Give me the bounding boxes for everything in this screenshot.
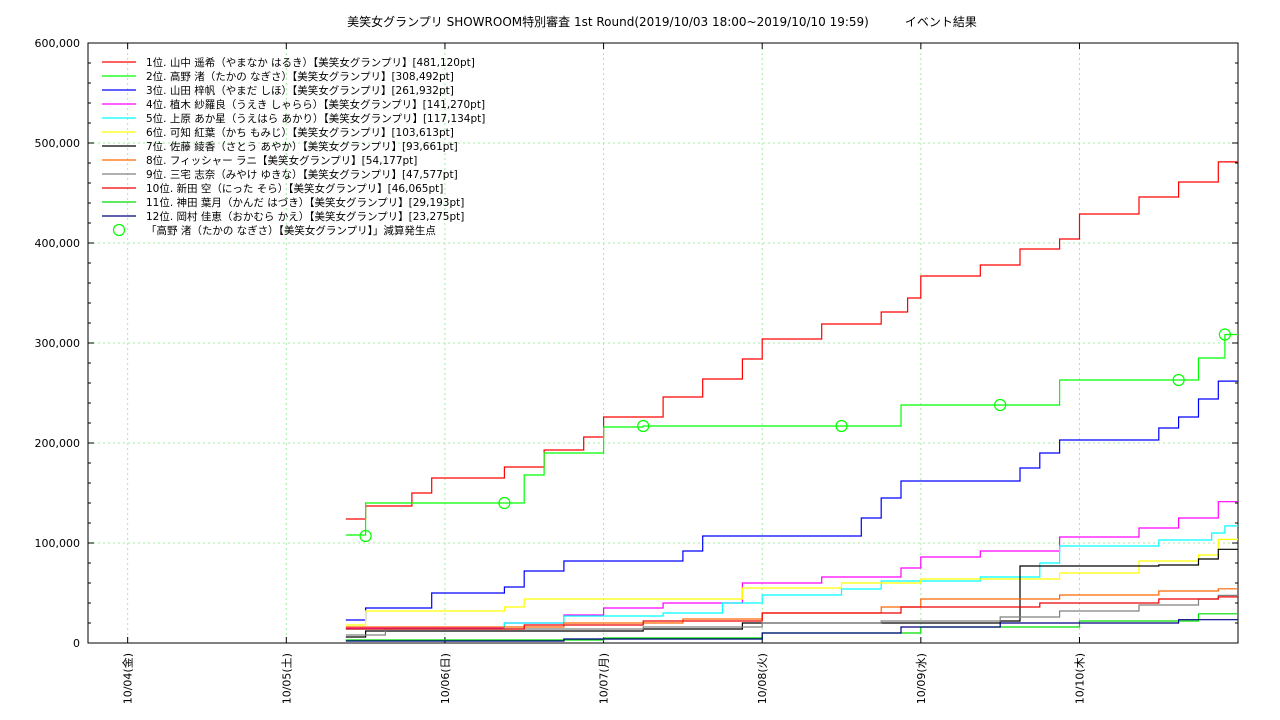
y-tick-label: 500,000 <box>35 137 81 150</box>
y-tick-label: 300,000 <box>35 337 81 350</box>
legend-label: 3位. 山田 梓帆（やまだ しほ）【美笑女グランプリ】[261,932pt] <box>146 84 454 97</box>
legend-label: 11位. 神田 葉月（かんだ はづき）【美笑女グランプリ】[29,193pt] <box>146 196 464 209</box>
chart-title: 美笑女グランプリ SHOWROOM特別審査 1st Round(2019/10/… <box>347 14 977 29</box>
legend-marker-swatch <box>112 223 126 237</box>
series-line-12 <box>345 619 1238 642</box>
legend-label: 10位. 新田 空（にった そら）【美笑女グランプリ】[46,065pt] <box>146 182 443 195</box>
x-tick-label: 10/07(月) <box>598 653 611 704</box>
deduction-marker <box>994 398 1007 412</box>
deduction-marker <box>1172 373 1185 387</box>
series-line-4 <box>345 501 1238 629</box>
legend-label: 1位. 山中 遥希（やまなか はるき）【美笑女グランプリ】[481,120pt] <box>146 56 475 69</box>
legend-label: 9位. 三宅 志奈（みやけ ゆきな）【美笑女グランプリ】[47,577pt] <box>146 168 458 181</box>
series-layer <box>345 161 1238 642</box>
y-tick-label: 200,000 <box>35 437 81 450</box>
deduction-marker <box>359 529 372 543</box>
legend-marker-label: 「高野 渚（たかの なぎさ）【美笑女グランプリ】」減算発生点 <box>146 224 436 237</box>
deduction-marker <box>1218 328 1231 341</box>
marker-layer <box>359 328 1231 543</box>
series-line-5 <box>345 525 1238 630</box>
x-tick-label: 10/04(金) <box>121 653 135 704</box>
legend-label: 7位. 佐藤 綾香（さとう あやか）【美笑女グランプリ】[93,661pt] <box>146 140 458 153</box>
deduction-marker <box>637 419 650 433</box>
legend-label: 4位. 植木 紗羅良（うえき しゃらら）【美笑女グランプリ】[141,270pt… <box>146 98 485 111</box>
deduction-marker <box>498 496 511 510</box>
y-tick-label: 400,000 <box>35 237 81 250</box>
legend: 1位. 山中 遥希（やまなか はるき）【美笑女グランプリ】[481,120pt]… <box>102 56 485 237</box>
series-line-9 <box>345 594 1238 636</box>
y-tick-label: 600,000 <box>35 37 81 50</box>
legend-label: 12位. 岡村 佳恵（おかむら かえ）【美笑女グランプリ】[23,275pt] <box>146 210 464 223</box>
x-tick-label: 10/06(日) <box>439 653 452 704</box>
x-axis: 10/04(金) 10/05(土) 10/06(日) 10/07(月) 10/08(火)… <box>121 43 1086 704</box>
y-axis: 0 100,000 200,000 300,000 400,000 500,000 600,… <box>35 37 1238 650</box>
x-tick-label: 10/10(木) <box>1073 653 1086 704</box>
series-line-2 <box>345 333 1238 536</box>
legend-label: 5位. 上原 あか星（うえはら あかり）【美笑女グランプリ】[117,134pt… <box>146 112 485 125</box>
legend-label: 8位. フィッシャー ラニ【美笑女グランプリ】[54,177pt] <box>146 154 417 167</box>
grid <box>88 43 1238 643</box>
y-tick-label: 0 <box>73 637 80 650</box>
legend-label: 6位. 可知 紅葉（かち もみじ）【美笑女グランプリ】[103,613pt] <box>146 126 454 139</box>
x-tick-label: 10/09(水) <box>915 653 928 704</box>
series-line-10 <box>345 596 1238 630</box>
x-tick-label: 10/05(土) <box>280 653 293 704</box>
x-tick-label: 10/08(火) <box>756 653 769 704</box>
deduction-marker <box>835 419 848 433</box>
legend-label: 2位. 高野 渚（たかの なぎさ）【美笑女グランプリ】[308,492pt] <box>146 70 454 83</box>
y-tick-label: 100,000 <box>35 537 81 550</box>
series-line-1 <box>345 161 1238 520</box>
series-line-3 <box>345 380 1238 621</box>
